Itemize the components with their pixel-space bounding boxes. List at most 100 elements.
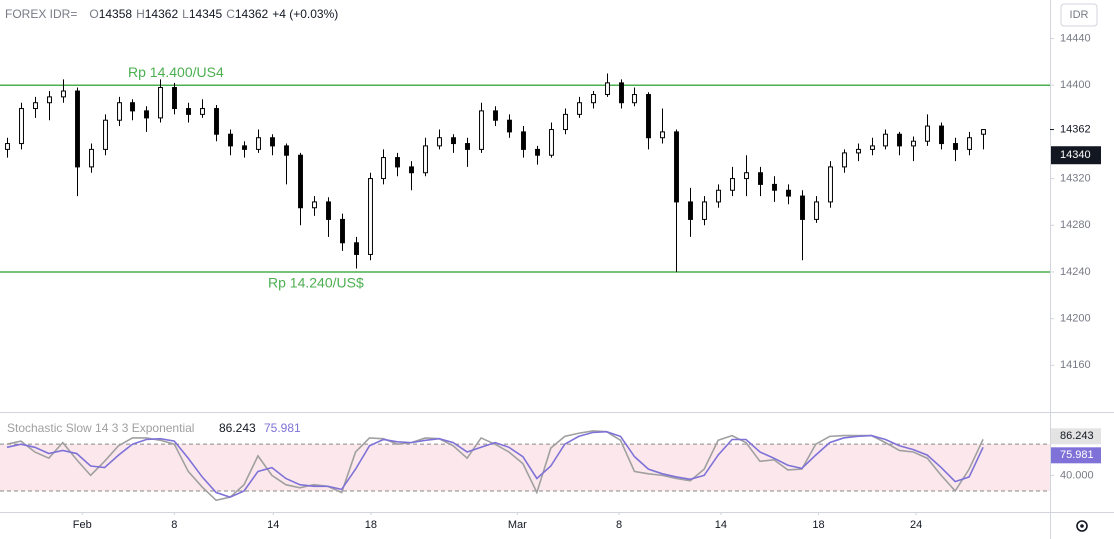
candle-body	[172, 87, 177, 110]
ohlc-key: H	[136, 7, 145, 21]
candle-body	[507, 119, 512, 133]
level-label: Rp 14.400/US4	[128, 64, 224, 80]
candle-body	[214, 108, 219, 135]
candle-body	[19, 108, 24, 145]
candle-body	[479, 110, 484, 150]
candle-body	[284, 145, 289, 156]
candle-body	[228, 133, 233, 147]
candle-body	[395, 157, 400, 168]
candle-body	[591, 94, 596, 104]
candle-body	[953, 143, 958, 150]
y-tick-label: 14440	[1060, 32, 1091, 44]
candle-body	[61, 90, 66, 98]
candle-body	[144, 110, 149, 119]
candle-body	[465, 143, 470, 150]
candle-body	[130, 102, 135, 112]
stoch-line	[6, 430, 984, 499]
ohlc-key: C	[226, 7, 235, 21]
candle-body	[423, 145, 428, 174]
candle-body	[688, 201, 693, 220]
settings-icon[interactable]	[1076, 520, 1088, 532]
indicator-title: Stochastic Slow 14 3 3 Exponential	[7, 421, 194, 435]
candle-body	[772, 183, 777, 191]
y-tick-label: 14160	[1060, 359, 1091, 371]
x-tick-label: 8	[171, 519, 177, 531]
indicator-tag-label: 75.981	[1060, 449, 1094, 461]
candle-body	[33, 102, 38, 110]
x-tick-label: Feb	[73, 519, 92, 531]
x-tick-label: 24	[910, 519, 922, 531]
candle-body	[47, 96, 52, 104]
crosshair-price-label: 14340	[1060, 149, 1091, 161]
candle-body	[256, 137, 261, 150]
x-tick-label: 14	[715, 519, 727, 531]
candle-body	[660, 131, 665, 139]
candle-body	[646, 94, 651, 139]
candle-body	[674, 131, 679, 203]
x-tick-label: 18	[812, 519, 824, 531]
gear-hub[interactable]	[1080, 524, 1084, 528]
ohlc-key: L	[182, 7, 189, 21]
candle-body	[925, 125, 930, 142]
candle-body	[716, 189, 721, 203]
candle-body	[270, 137, 275, 147]
indicator-tag-label: 86.243	[1060, 430, 1094, 442]
candle-body	[242, 145, 247, 150]
gear[interactable]	[1076, 520, 1088, 532]
candle-body	[730, 178, 735, 191]
candle-body	[437, 137, 442, 147]
stoch-line	[6, 430, 984, 502]
candle-body	[828, 166, 833, 203]
change: +4 (+0.03%)	[272, 7, 338, 21]
candle-body	[5, 143, 10, 150]
level-label: Rp 14.240/US$	[268, 275, 364, 291]
x-tick-label: 8	[616, 519, 622, 531]
candle-body	[409, 166, 414, 174]
ohlc-value: 14345	[189, 7, 223, 21]
candle-body	[158, 87, 163, 119]
candle-body	[103, 119, 108, 150]
indicator-value: 75.981	[264, 421, 301, 435]
indicator-value: 86.243	[219, 421, 256, 435]
last-price-label: 14362	[1060, 123, 1091, 135]
candle-body	[800, 195, 805, 220]
indicator-tag	[1051, 428, 1101, 445]
candle-body	[981, 129, 986, 135]
candle-body	[75, 90, 80, 168]
candle-body	[117, 102, 122, 121]
candle-body	[702, 201, 707, 220]
currency-button[interactable]	[1060, 3, 1098, 27]
candle-body	[549, 129, 554, 156]
candle-body	[89, 148, 94, 168]
y-tick-label: 14280	[1060, 219, 1091, 231]
x-tick-label: Mar	[508, 519, 527, 531]
crosshair-price-tag	[1051, 146, 1101, 165]
candle-body	[842, 152, 847, 168]
candle-body	[814, 201, 819, 220]
y-tick-label: 14240	[1060, 266, 1091, 278]
candle-body	[312, 201, 317, 209]
candle-body	[758, 172, 763, 185]
candle-body	[939, 125, 944, 145]
x-tick-label: 18	[365, 519, 377, 531]
candle-body	[340, 218, 345, 244]
candle-body	[535, 148, 540, 156]
candle-body	[200, 108, 205, 115]
candle-body	[521, 131, 526, 150]
candle-body	[897, 133, 902, 147]
candle-body	[744, 172, 749, 180]
ohlc-key: O	[89, 7, 98, 21]
y-tick-label: 14200	[1060, 313, 1091, 325]
x-tick-label: 14	[267, 519, 279, 531]
candle-body	[632, 94, 637, 104]
candle-body	[381, 157, 386, 180]
candle-body	[186, 108, 191, 115]
currency-label[interactable]: IDR	[1070, 9, 1089, 21]
candle-body	[451, 137, 456, 145]
candle-body	[870, 145, 875, 150]
candle-body	[605, 82, 610, 96]
candle-body	[911, 140, 916, 147]
candle-body	[619, 82, 624, 104]
candle-body	[354, 242, 359, 255]
